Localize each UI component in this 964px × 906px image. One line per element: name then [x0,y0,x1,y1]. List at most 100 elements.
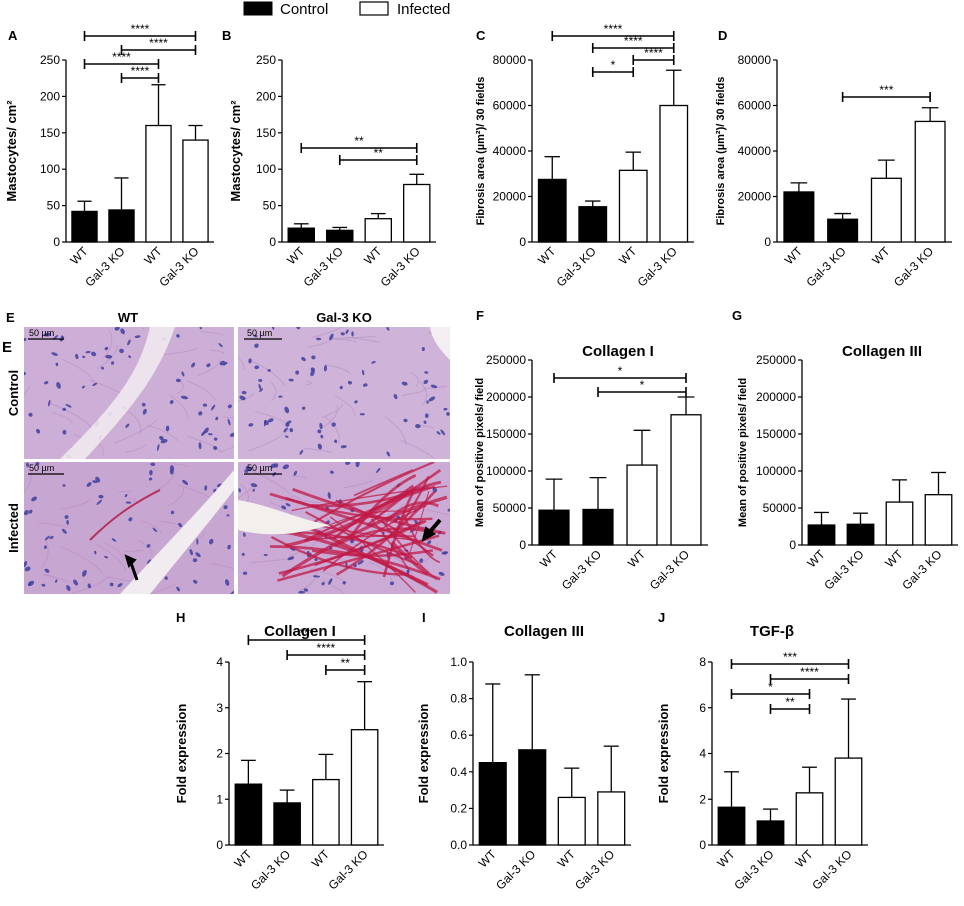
nucleus [98,494,104,499]
fiber-line [186,435,222,453]
legend-label-control: Control [280,1,328,18]
x-tick-label: Gal-3 KO [821,547,866,592]
nucleus [259,388,263,392]
fiber-line [331,335,376,340]
y-tick-label: 0 [519,235,526,249]
nucleus [249,466,253,472]
nucleus [198,411,203,416]
significance-label: *** [783,650,797,664]
nucleus [94,550,97,555]
y-axis-label: Mean of positive pixels/ field [474,378,486,527]
nucleus [24,566,31,572]
y-tick-label: 0 [216,838,223,852]
y-tick-label: 40000 [493,144,527,158]
x-tick-label: WT [68,244,92,268]
x-tick-label: Gal-3 KO [809,847,854,892]
nucleus [271,327,275,330]
chart-title: Collagen I [582,343,654,360]
significance-label: * [768,680,773,694]
nucleus [178,522,183,528]
chart-g: G Collagen III 0 50000 100000 150000 200000 250… [732,308,958,592]
y-tick-label: 20000 [493,190,527,204]
nucleus [222,361,228,366]
y-tick-label: 2 [216,747,223,761]
nucleus [424,371,429,374]
fiber-line [324,364,351,375]
nucleus [278,395,283,398]
x-tick-label: Gal-3 KO [803,244,848,289]
fiber-line [426,509,450,516]
bar [478,762,507,846]
bar [924,494,953,546]
nucleus [213,446,218,451]
nucleus [227,418,231,426]
panel-letter: C [476,28,486,43]
nucleus [62,484,66,487]
y-tick-label: 1.0 [450,655,467,669]
nucleus [81,385,86,389]
significance-label: **** [317,641,336,655]
x-tick-label: Gal-3 KO [378,244,423,289]
fiber-line [94,543,127,572]
nucleus [75,353,79,360]
nucleus [315,337,322,341]
nucleus [73,579,79,586]
fiber-line [42,573,54,579]
nucleus [312,575,321,578]
bar [885,501,914,546]
nucleus [327,492,331,499]
significance-label: **** [131,64,150,78]
y-tick-label: 100 [40,162,60,176]
nucleus [295,370,300,375]
nucleus [443,407,448,411]
y-tick-label: 3 [216,701,223,715]
nucleus [24,560,28,568]
nucleus [447,508,450,512]
nucleus [191,362,196,368]
bar [108,209,135,243]
nucleus [146,544,151,548]
bar [326,229,354,243]
nucleus [204,485,208,491]
bar [626,464,658,546]
nucleus [347,380,352,385]
x-tick-label: WT [309,847,333,871]
nucleus [215,416,219,421]
significance-label: **** [604,22,623,36]
fiber-line [197,359,221,377]
y-tick-label: 200 [40,89,60,103]
nucleus [64,515,69,519]
row-label-control: Control [6,370,21,416]
nucleus [120,328,125,335]
nucleus [310,369,315,377]
collagen-fiber [322,504,427,572]
x-tick-label: WT [715,847,739,871]
panel-letter: H [176,610,185,625]
nucleus [415,424,421,429]
y-tick-label: 4 [699,747,706,761]
y-tick-label: 0 [789,538,796,552]
x-tick-label: WT [625,547,649,571]
fiber-line [147,424,179,442]
nucleus [273,463,279,468]
collagen-fiber [335,499,434,557]
column-label-gal3ko: Gal-3 KO [316,310,372,325]
fiber-line [141,327,144,331]
fiber-line [137,540,153,555]
legend: Control Infected [243,1,450,18]
nucleus [211,404,216,411]
nucleus [169,400,174,405]
bar [71,210,98,243]
bar [659,104,689,243]
nucleus [91,351,97,357]
nucleus [193,579,198,584]
nucleus [31,496,37,502]
nucleus [386,451,391,457]
y-tick-label: 50 [263,199,277,213]
x-tick-label: WT [782,244,806,268]
nucleus [35,462,40,466]
y-tick-label: 8 [699,655,706,669]
nucleus [110,361,115,365]
nucleus [43,332,51,337]
bar [846,523,875,546]
